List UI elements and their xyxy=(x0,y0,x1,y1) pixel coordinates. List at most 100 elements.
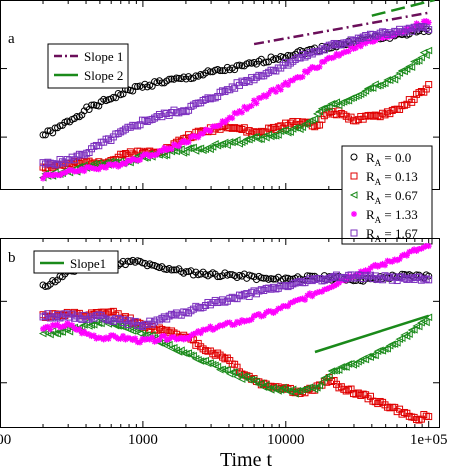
data-point xyxy=(207,128,214,135)
data-point xyxy=(354,271,362,279)
data-point xyxy=(361,355,370,364)
data-point xyxy=(310,115,319,123)
data-point xyxy=(119,127,127,135)
data-point xyxy=(198,357,207,365)
data-point xyxy=(382,262,389,269)
data-point xyxy=(285,81,292,88)
data-point xyxy=(262,381,270,389)
data-point xyxy=(414,56,423,65)
data-point xyxy=(352,117,360,125)
data-point xyxy=(345,115,353,123)
data-point xyxy=(289,57,297,65)
data-point xyxy=(102,315,110,323)
data-point xyxy=(250,76,258,84)
data-point xyxy=(90,310,98,318)
data-point xyxy=(242,372,251,381)
data-point xyxy=(89,320,98,329)
data-point xyxy=(425,413,433,421)
data-point xyxy=(318,115,326,123)
data-point xyxy=(316,275,324,283)
data-point xyxy=(71,156,79,164)
data-point xyxy=(298,123,307,132)
data-point xyxy=(265,68,273,76)
data-point xyxy=(393,339,401,347)
data-point xyxy=(148,261,156,269)
data-point xyxy=(136,322,144,330)
data-point xyxy=(359,33,367,41)
data-point xyxy=(425,81,433,89)
data-point xyxy=(282,274,290,282)
data-point xyxy=(226,270,234,278)
data-point xyxy=(415,89,423,97)
data-point xyxy=(90,142,98,150)
data-point xyxy=(76,326,83,333)
data-point xyxy=(204,298,212,306)
data-point xyxy=(335,41,343,49)
data-point xyxy=(291,55,299,63)
data-point xyxy=(41,312,49,320)
data-point xyxy=(425,243,432,250)
data-point xyxy=(315,381,324,390)
data-point xyxy=(80,311,88,319)
data-point xyxy=(56,324,63,331)
data-point xyxy=(274,131,282,139)
data-point xyxy=(359,390,367,398)
data-point xyxy=(286,387,294,396)
data-point xyxy=(396,274,404,282)
data-point xyxy=(398,28,406,36)
data-point xyxy=(407,326,416,334)
data-point xyxy=(195,134,202,141)
data-point xyxy=(221,88,229,96)
data-point xyxy=(265,284,273,292)
data-point xyxy=(163,326,171,334)
data-point xyxy=(197,343,205,351)
data-point xyxy=(189,143,197,152)
legend-label: RA = 0.13 xyxy=(366,169,418,187)
data-point xyxy=(226,294,234,302)
data-point xyxy=(151,318,159,326)
data-point xyxy=(160,151,168,160)
data-point xyxy=(269,275,277,283)
data-point xyxy=(107,136,115,144)
data-point xyxy=(371,398,379,406)
data-point xyxy=(182,108,190,116)
legend-marker xyxy=(350,229,358,237)
data-point xyxy=(395,69,404,77)
data-point xyxy=(202,347,210,355)
data-point xyxy=(380,79,389,88)
data-point xyxy=(175,74,183,82)
data-point xyxy=(314,289,321,296)
data-point xyxy=(373,81,382,90)
data-point xyxy=(378,80,387,88)
data-point xyxy=(422,318,430,327)
data-point xyxy=(289,280,297,288)
data-point xyxy=(158,325,166,333)
data-point xyxy=(175,109,183,117)
data-point xyxy=(105,335,112,342)
data-point xyxy=(408,274,416,282)
data-point xyxy=(412,322,421,330)
panel-label: a xyxy=(8,31,15,47)
data-point xyxy=(216,67,224,75)
data-point xyxy=(68,310,76,318)
data-point xyxy=(354,389,362,397)
data-point xyxy=(345,38,353,46)
data-point xyxy=(165,312,173,320)
data-point xyxy=(363,352,372,361)
data-point xyxy=(374,275,382,283)
data-point xyxy=(170,266,178,274)
data-point xyxy=(366,392,374,400)
data-point xyxy=(357,391,365,399)
data-point xyxy=(206,68,214,76)
x-tick-label: 10000 xyxy=(267,432,305,448)
data-point xyxy=(368,351,377,359)
data-point xyxy=(334,101,343,110)
data-point xyxy=(97,312,105,320)
data-point xyxy=(286,128,294,136)
data-point xyxy=(44,158,52,166)
data-point xyxy=(73,112,81,120)
data-point xyxy=(238,109,245,116)
data-point xyxy=(158,314,166,322)
data-point xyxy=(240,290,248,298)
data-point xyxy=(39,159,47,167)
